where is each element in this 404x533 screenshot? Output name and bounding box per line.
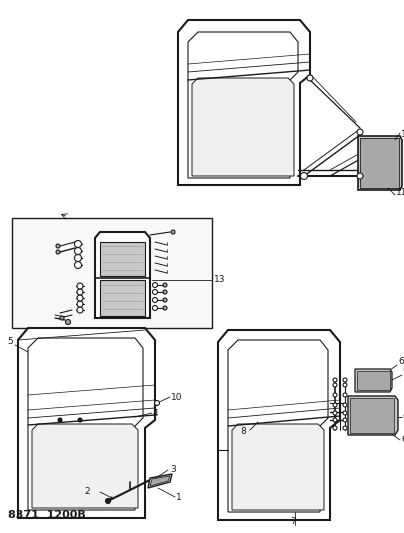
Circle shape [343, 426, 347, 430]
Polygon shape [348, 396, 398, 435]
Text: 3: 3 [170, 465, 176, 474]
Text: 2: 2 [84, 488, 90, 497]
Circle shape [333, 411, 337, 415]
Circle shape [333, 393, 337, 397]
Circle shape [74, 262, 82, 269]
Text: 1: 1 [176, 492, 182, 502]
Circle shape [74, 247, 82, 254]
Circle shape [154, 400, 160, 406]
Circle shape [56, 244, 60, 248]
Text: 10: 10 [171, 392, 183, 401]
Circle shape [333, 383, 337, 387]
Text: 6: 6 [401, 435, 404, 445]
Circle shape [343, 411, 347, 415]
Circle shape [152, 297, 158, 303]
Circle shape [307, 75, 313, 81]
Circle shape [333, 426, 337, 430]
Circle shape [74, 240, 82, 247]
Text: 8371  1200B: 8371 1200B [8, 510, 86, 520]
Circle shape [301, 173, 307, 180]
Polygon shape [18, 328, 155, 518]
Circle shape [163, 298, 167, 302]
Circle shape [171, 230, 175, 234]
Circle shape [152, 289, 158, 295]
Circle shape [163, 306, 167, 310]
FancyBboxPatch shape [12, 218, 212, 328]
Text: 9: 9 [402, 413, 404, 422]
Text: 12: 12 [401, 130, 404, 139]
Circle shape [77, 307, 83, 313]
Circle shape [74, 254, 82, 262]
Circle shape [77, 295, 83, 301]
Polygon shape [355, 369, 392, 392]
Text: 4: 4 [153, 408, 159, 417]
Polygon shape [178, 20, 310, 185]
Text: 7: 7 [290, 517, 296, 526]
Polygon shape [28, 338, 143, 510]
Text: 6: 6 [398, 358, 404, 367]
Polygon shape [148, 474, 172, 488]
Circle shape [343, 378, 347, 382]
Circle shape [343, 383, 347, 387]
Circle shape [333, 418, 337, 422]
Polygon shape [232, 424, 324, 510]
Circle shape [163, 283, 167, 287]
Polygon shape [360, 138, 399, 188]
Circle shape [357, 173, 363, 179]
Polygon shape [150, 476, 170, 486]
Circle shape [357, 129, 363, 135]
Circle shape [56, 250, 60, 254]
Text: 8: 8 [240, 427, 246, 437]
Polygon shape [357, 371, 390, 390]
Circle shape [105, 498, 111, 504]
Circle shape [333, 378, 337, 382]
Polygon shape [100, 242, 145, 276]
Polygon shape [358, 136, 402, 190]
Circle shape [77, 289, 83, 295]
Polygon shape [100, 280, 145, 316]
Polygon shape [228, 340, 328, 512]
Polygon shape [188, 32, 298, 178]
Polygon shape [218, 330, 340, 520]
Circle shape [163, 290, 167, 294]
Circle shape [152, 305, 158, 311]
Circle shape [77, 283, 83, 289]
Circle shape [343, 403, 347, 407]
Circle shape [78, 418, 82, 422]
Circle shape [343, 393, 347, 397]
Text: 9: 9 [402, 367, 404, 376]
Text: 5: 5 [7, 337, 13, 346]
Circle shape [152, 282, 158, 287]
Text: 13: 13 [214, 276, 225, 285]
Polygon shape [350, 398, 394, 433]
Polygon shape [192, 78, 294, 176]
Circle shape [58, 418, 62, 422]
Circle shape [60, 316, 64, 320]
Polygon shape [32, 424, 138, 508]
Polygon shape [95, 232, 150, 318]
Circle shape [77, 301, 83, 307]
Text: 11: 11 [396, 188, 404, 197]
Circle shape [333, 403, 337, 407]
Circle shape [343, 418, 347, 422]
Circle shape [65, 319, 71, 325]
